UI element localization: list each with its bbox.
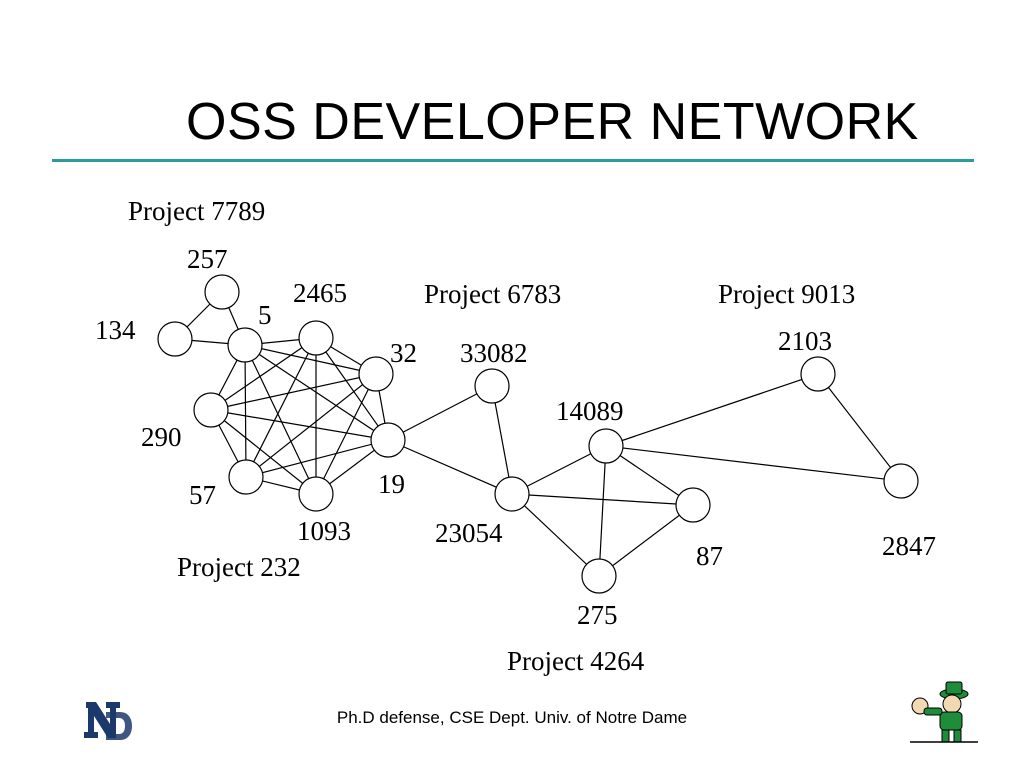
node-87: [676, 488, 710, 522]
node-290: [194, 393, 228, 427]
node-label-87: 87: [696, 541, 723, 571]
node-label-5: 5: [258, 300, 272, 330]
node-label-290: 290: [141, 422, 182, 452]
project-label-232: Project 232: [177, 552, 301, 582]
node-label-32: 32: [390, 338, 417, 368]
project-labels-layer: Project 7789 Project 232 Project 6783 Proje…: [128, 196, 855, 676]
edge-290-19: [211, 410, 388, 440]
edge-23054-275: [512, 494, 599, 576]
project-label-9013: Project 9013: [718, 279, 855, 309]
edge-14089-275: [599, 446, 606, 576]
node-label-2465: 2465: [293, 278, 347, 308]
edge-32-290: [211, 374, 376, 410]
node-5: [228, 328, 262, 362]
edge-5-57: [245, 345, 246, 477]
node-32: [359, 357, 393, 391]
node-label-23054: 23054: [435, 518, 503, 548]
node-label-57: 57: [189, 480, 216, 510]
node-label-14089: 14089: [556, 396, 624, 426]
project-label-4264: Project 4264: [507, 646, 645, 676]
node-label-275: 275: [577, 600, 618, 630]
node-2465: [299, 321, 333, 355]
edge-2103-2847: [818, 374, 901, 481]
footer-caption: Ph.D defense, CSE Dept. Univ. of Notre D…: [0, 708, 1024, 728]
node-134: [158, 322, 192, 356]
node-2847: [884, 464, 918, 498]
node-1093: [299, 477, 333, 511]
edge-19-57: [246, 440, 388, 477]
project-label-6783: Project 6783: [424, 279, 561, 309]
node-label-257: 257: [187, 244, 228, 274]
node-label-2103: 2103: [778, 326, 832, 356]
node-2103: [801, 357, 835, 391]
node-14089: [589, 429, 623, 463]
project-label-7789: Project 7789: [128, 196, 265, 226]
node-label-2847: 2847: [882, 531, 936, 561]
node-57: [229, 460, 263, 494]
node-label-134: 134: [95, 315, 136, 345]
edge-2465-57: [246, 338, 316, 477]
node-257: [205, 275, 239, 309]
edge-19-23054: [388, 440, 512, 494]
edge-14089-2103: [606, 374, 818, 446]
node-label-19: 19: [378, 469, 405, 499]
node-23054: [495, 477, 529, 511]
edge-87-275: [599, 505, 693, 576]
node-label-33082: 33082: [460, 338, 528, 368]
node-label-1093: 1093: [297, 516, 351, 546]
node-33082: [475, 369, 509, 403]
edge-32-1093: [316, 374, 376, 494]
node-275: [582, 559, 616, 593]
node-19: [371, 423, 405, 457]
nodes-layer: [158, 275, 918, 593]
